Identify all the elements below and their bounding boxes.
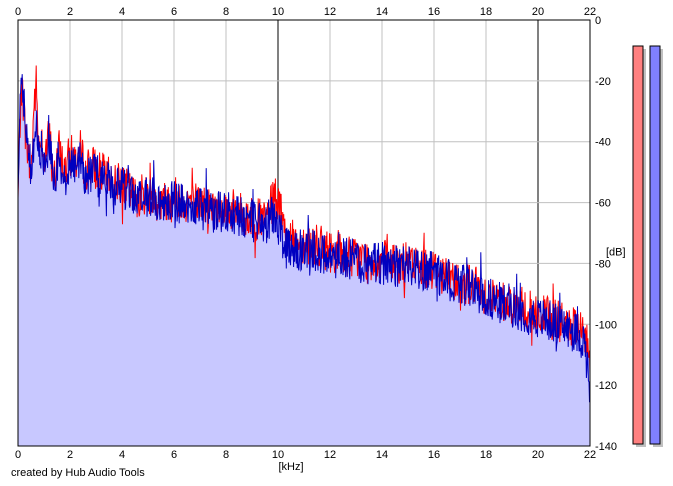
x-tick-label-top: 16 bbox=[428, 6, 440, 18]
x-tick-label-bottom: 16 bbox=[428, 449, 440, 461]
x-tick-label-bottom: 0 bbox=[15, 449, 21, 461]
x-tick-label-top: 14 bbox=[376, 6, 388, 18]
level-meter-left bbox=[632, 45, 644, 445]
y-tick-label: -40 bbox=[595, 137, 611, 149]
y-axis-label: [dB] bbox=[606, 246, 626, 258]
series-line-right-channel bbox=[17, 74, 591, 403]
x-tick-label-top: 18 bbox=[480, 6, 492, 18]
x-tick-label-bottom: 12 bbox=[324, 449, 336, 461]
level-meters bbox=[632, 45, 663, 447]
x-tick-label-bottom: 22 bbox=[584, 449, 596, 461]
x-tick-label-top: 10 bbox=[272, 6, 284, 18]
x-tick-label-bottom: 2 bbox=[67, 449, 73, 461]
y-tick-label: -80 bbox=[595, 258, 611, 270]
x-tick-label-bottom: 6 bbox=[171, 449, 177, 461]
x-tick-label-top: 4 bbox=[119, 6, 125, 18]
x-tick-label-top: 0 bbox=[15, 6, 21, 18]
y-tick-label: -60 bbox=[595, 198, 611, 210]
credit-text: created by Hub Audio Tools bbox=[11, 467, 145, 479]
series-layer bbox=[17, 65, 591, 403]
x-tick-label-top: 22 bbox=[584, 6, 596, 18]
x-axis-label: [kHz] bbox=[278, 461, 303, 473]
x-tick-label-bottom: 4 bbox=[119, 449, 125, 461]
plot-frame bbox=[17, 19, 591, 447]
level-meter-right bbox=[649, 45, 661, 445]
x-tick-label-top: 20 bbox=[532, 6, 544, 18]
x-tick-label-top: 2 bbox=[67, 6, 73, 18]
tick-labels: 002244668810101212141416161818202022220-… bbox=[15, 6, 617, 461]
x-tick-label-bottom: 10 bbox=[272, 449, 284, 461]
x-tick-label-top: 8 bbox=[223, 6, 229, 18]
x-tick-label-bottom: 8 bbox=[223, 449, 229, 461]
y-tick-label: -120 bbox=[595, 380, 617, 392]
x-tick-label-bottom: 18 bbox=[480, 449, 492, 461]
y-tick-label: -20 bbox=[595, 76, 611, 88]
y-tick-label: -100 bbox=[595, 319, 617, 331]
x-tick-label-top: 6 bbox=[171, 6, 177, 18]
y-tick-label: -140 bbox=[595, 441, 617, 453]
x-tick-label-bottom: 20 bbox=[532, 449, 544, 461]
x-tick-label-bottom: 14 bbox=[376, 449, 388, 461]
x-tick-label-top: 12 bbox=[324, 6, 336, 18]
y-tick-label: 0 bbox=[595, 15, 601, 27]
